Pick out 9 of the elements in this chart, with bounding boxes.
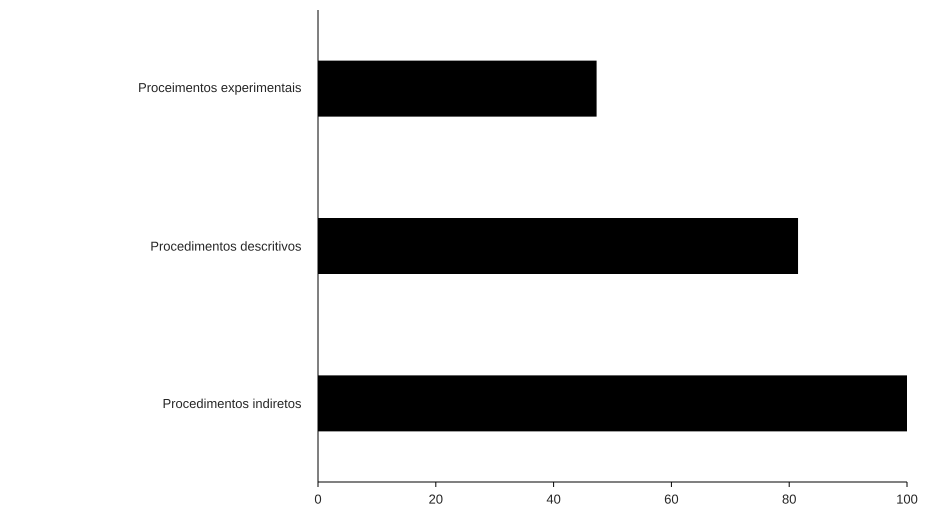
y-tick-label: Procedimentos descritivos <box>151 241 301 251</box>
x-tick-label: 0 <box>314 494 322 504</box>
x-tick-label: 60 <box>664 494 678 504</box>
x-tick-label: 80 <box>782 494 796 504</box>
x-tick-label: 100 <box>897 494 918 504</box>
y-tick-label: Procedimentos indiretos <box>164 398 301 408</box>
x-tick-label: 40 <box>546 494 560 504</box>
y-tick-label: Proceimentos experimentais <box>139 82 301 95</box>
x-tick-label: 20 <box>429 494 443 504</box>
